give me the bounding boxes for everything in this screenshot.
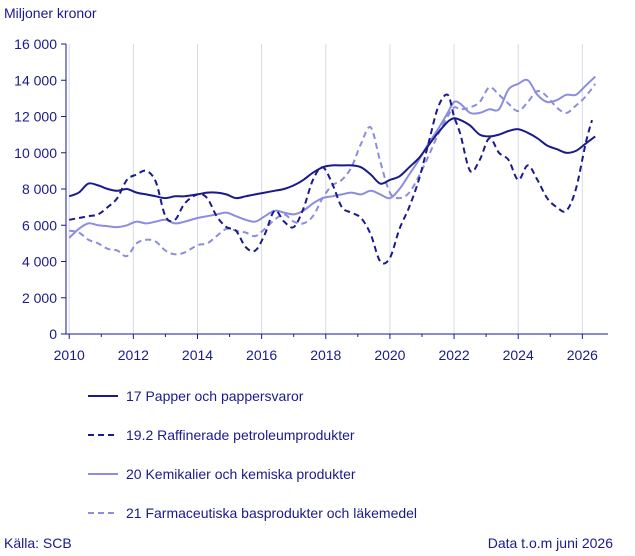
legend-swatch [88,434,118,436]
legend-swatch [88,395,118,397]
x-tick-label: 2012 [118,347,149,363]
grid-lines [68,44,583,334]
legend-label: 17 Papper och pappersvaror [126,388,304,404]
y-tick-label: 6 000 [22,217,57,233]
x-tick-label: 2016 [246,347,277,363]
y-tick-label: 16 000 [14,36,57,52]
x-axis-ticks: 2010 2012 2014 2016 2018 2020 2022 2024 2026 [54,334,598,363]
series-line [69,93,593,265]
y-tick-label: 2 000 [22,290,57,306]
series-line [68,117,596,200]
series-line [69,83,596,258]
x-tick-label: 2010 [54,347,85,363]
y-tick-label: 14 000 [14,72,57,88]
x-tick-label: 2022 [438,347,469,363]
y-tick-label: 12 000 [14,109,57,125]
legend-label: 19.2 Raffinerade petroleumprodukter [126,427,355,443]
y-axis-ticks: 0 2 000 4 000 6 000 8 000 10 000 12 000 14 000 1… [14,36,66,342]
y-tick-label: 4 000 [22,254,57,270]
y-tick-label: 10 000 [14,145,57,161]
x-tick-label: 2014 [182,347,213,363]
source-text: Källa: SCB [4,535,72,551]
x-tick-label: 2020 [374,347,405,363]
legend-item: 19.2 Raffinerade petroleumprodukter [88,425,355,445]
data-note: Data t.o.m juni 2026 [487,535,613,551]
legend-item: 21 Farmaceutiska basprodukter och läkeme… [88,503,417,523]
x-tick-label: 2018 [310,347,341,363]
legend-swatch [88,512,118,514]
legend-label: 21 Farmaceutiska basprodukter och läkeme… [126,505,418,521]
legend-swatch [88,473,118,475]
y-axis-label: Miljoner kronor [4,5,97,21]
x-tick-label: 2026 [567,347,598,363]
legend-item: 17 Papper och pappersvaror [88,386,303,406]
y-tick-label: 0 [49,326,57,342]
y-tick-label: 8 000 [22,181,57,197]
x-tick-label: 2024 [503,347,534,363]
line-chart: 0 2 000 4 000 6 000 8 000 10 000 12 000 14 000 1… [14,36,608,363]
legend-item: 20 Kemikalier och kemiska produkter [88,464,356,484]
series-layer [68,75,596,265]
series-line [68,75,596,239]
legend-label: 20 Kemikalier och kemiska produkter [126,466,356,482]
